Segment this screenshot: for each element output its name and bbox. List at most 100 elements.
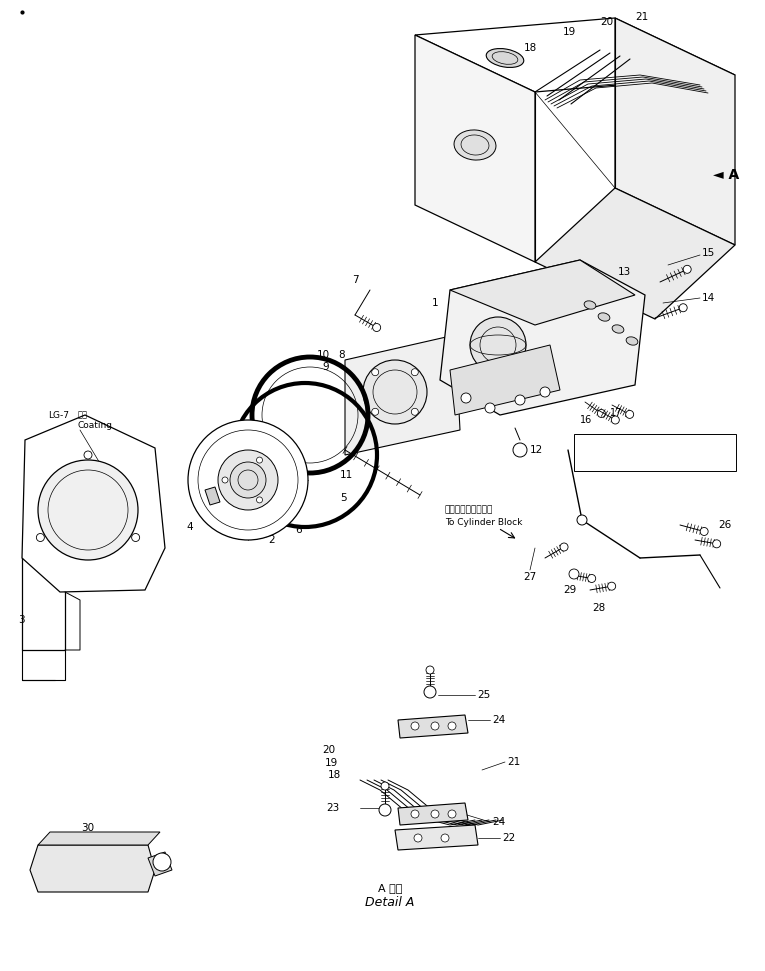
Text: 13: 13: [618, 267, 631, 277]
Text: 11: 11: [340, 470, 353, 480]
Circle shape: [373, 323, 381, 331]
Circle shape: [515, 395, 525, 405]
Text: 24: 24: [492, 817, 505, 827]
Text: 21: 21: [635, 12, 648, 22]
Text: 27: 27: [523, 572, 536, 582]
Circle shape: [597, 410, 605, 418]
Text: A 詳細: A 詳細: [378, 883, 402, 893]
Circle shape: [700, 527, 708, 535]
Circle shape: [569, 569, 579, 579]
Ellipse shape: [487, 49, 524, 67]
Ellipse shape: [38, 460, 138, 560]
Circle shape: [411, 810, 419, 818]
Text: 9: 9: [322, 362, 329, 372]
Text: 14: 14: [702, 293, 715, 303]
Polygon shape: [38, 832, 160, 845]
Text: 1: 1: [432, 298, 438, 308]
Circle shape: [132, 533, 140, 542]
Ellipse shape: [584, 301, 596, 309]
Circle shape: [222, 477, 228, 483]
Circle shape: [611, 416, 620, 424]
Text: 26: 26: [718, 520, 731, 530]
Text: 23: 23: [327, 803, 340, 813]
Polygon shape: [415, 18, 735, 92]
Text: 12: 12: [530, 445, 543, 455]
Text: 15: 15: [702, 248, 715, 258]
Circle shape: [363, 360, 427, 424]
Text: 29: 29: [563, 585, 576, 595]
Circle shape: [372, 408, 379, 416]
Text: 17: 17: [610, 408, 623, 418]
Polygon shape: [22, 415, 165, 592]
Text: ◄ A: ◄ A: [713, 168, 739, 182]
Circle shape: [513, 443, 527, 457]
Circle shape: [411, 722, 419, 730]
Circle shape: [431, 722, 439, 730]
Circle shape: [381, 782, 389, 790]
Polygon shape: [535, 188, 735, 319]
Text: 2: 2: [268, 535, 275, 545]
Circle shape: [84, 451, 92, 459]
Circle shape: [256, 497, 262, 503]
Ellipse shape: [454, 130, 496, 160]
Circle shape: [256, 457, 262, 463]
Polygon shape: [205, 487, 220, 505]
Circle shape: [412, 369, 418, 376]
Circle shape: [540, 387, 550, 397]
Circle shape: [461, 393, 471, 403]
Circle shape: [441, 834, 449, 842]
Text: 18: 18: [524, 43, 537, 53]
Circle shape: [230, 462, 266, 498]
Circle shape: [379, 804, 391, 816]
Circle shape: [560, 543, 568, 551]
Text: 10: 10: [317, 350, 330, 360]
Text: 5: 5: [340, 493, 347, 503]
Circle shape: [426, 666, 434, 674]
Text: 28: 28: [592, 603, 605, 613]
Text: 20: 20: [322, 745, 335, 755]
Circle shape: [448, 722, 456, 730]
Ellipse shape: [626, 337, 638, 345]
Polygon shape: [30, 845, 155, 892]
Circle shape: [431, 810, 439, 818]
Polygon shape: [345, 335, 460, 455]
Text: 24: 24: [492, 715, 505, 725]
Circle shape: [470, 317, 526, 373]
Text: Engine No. 23318～77820: Engine No. 23318～77820: [580, 461, 695, 471]
Text: 8: 8: [338, 350, 344, 360]
Text: 19: 19: [325, 758, 338, 768]
Circle shape: [37, 533, 44, 542]
Text: 4: 4: [186, 522, 193, 532]
Text: 油塗: 油塗: [78, 411, 88, 419]
Circle shape: [683, 265, 692, 273]
Ellipse shape: [612, 325, 624, 333]
Circle shape: [679, 304, 687, 312]
Text: 適用号機: 適用号機: [582, 452, 604, 460]
Text: Detail A: Detail A: [366, 895, 415, 909]
Circle shape: [372, 369, 379, 376]
Text: 3: 3: [18, 615, 24, 625]
Circle shape: [424, 686, 436, 698]
Polygon shape: [398, 715, 468, 738]
Text: 7: 7: [352, 275, 359, 285]
Circle shape: [713, 540, 721, 548]
Polygon shape: [148, 852, 172, 876]
Circle shape: [485, 403, 495, 413]
Text: 20: 20: [600, 17, 613, 27]
Polygon shape: [398, 803, 468, 825]
Circle shape: [414, 834, 422, 842]
Ellipse shape: [598, 313, 610, 321]
Circle shape: [188, 420, 308, 540]
Polygon shape: [615, 18, 735, 245]
Circle shape: [626, 411, 633, 419]
Polygon shape: [395, 825, 478, 850]
Text: 22: 22: [502, 833, 516, 843]
Text: 19: 19: [563, 27, 576, 37]
Text: シリンダブロックへ: シリンダブロックへ: [445, 506, 493, 515]
Polygon shape: [450, 345, 560, 415]
Polygon shape: [415, 35, 535, 262]
Text: 18: 18: [328, 770, 341, 780]
Text: 6: 6: [295, 525, 301, 535]
Text: 21: 21: [507, 757, 520, 767]
Text: Coating: Coating: [78, 420, 113, 429]
